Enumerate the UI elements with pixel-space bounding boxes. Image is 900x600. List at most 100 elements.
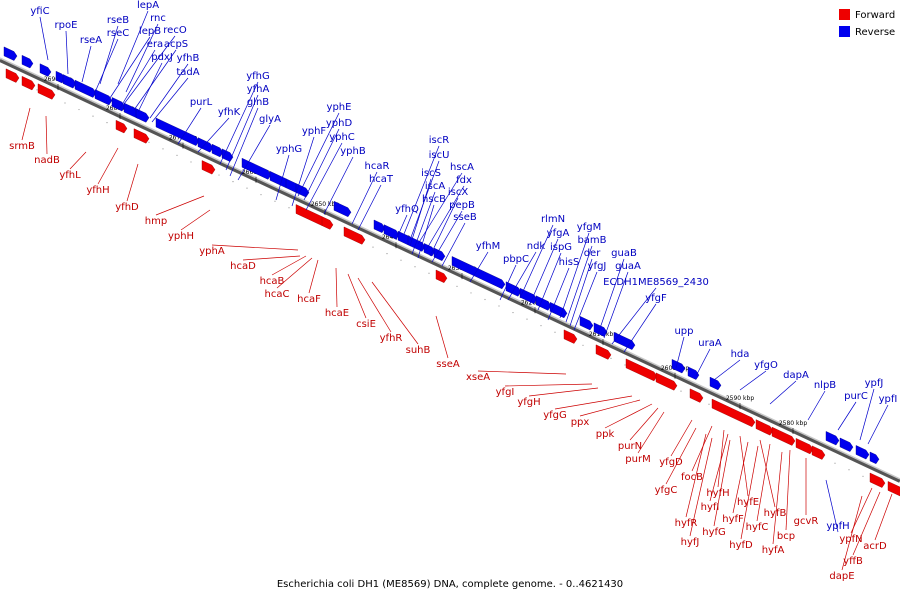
- reverse-leader-line: [573, 271, 598, 331]
- reverse-gene-label: hda: [731, 349, 750, 360]
- legend-forward-label: Forward: [855, 10, 895, 21]
- forward-gene-label: hyfE: [737, 497, 759, 508]
- reverse-gene-label: iscU: [429, 150, 450, 161]
- forward-gene-label: sseA: [436, 359, 460, 370]
- forward-gene-block: [435, 269, 448, 283]
- reverse-gene-block: [519, 287, 538, 305]
- forward-gene-block: [321, 216, 334, 230]
- reverse-leader-line: [351, 171, 378, 225]
- forward-leader-line: [850, 487, 873, 534]
- forward-gene-label: purN: [618, 441, 642, 452]
- forward-leader-line: [126, 163, 139, 202]
- forward-leader-line: [477, 370, 567, 375]
- reverse-gene-label: yfgM: [577, 222, 601, 233]
- reverse-gene-block: [3, 46, 18, 61]
- reverse-gene-label: rnc: [150, 13, 166, 24]
- forward-gene-label: hyfR: [675, 518, 698, 529]
- reverse-gene-label: recO: [163, 25, 187, 36]
- reverse-gene-label: acpS: [164, 39, 188, 50]
- reverse-gene-block: [869, 451, 880, 465]
- forward-leader-line: [670, 419, 693, 457]
- forward-gene-block: [37, 83, 56, 100]
- reverse-leader-line: [291, 136, 315, 207]
- forward-leader-line: [665, 427, 697, 485]
- axis-dot: [484, 298, 486, 301]
- reverse-leader-line: [739, 370, 767, 391]
- reverse-leader-line: [275, 154, 290, 201]
- forward-gene-label: hyfH: [706, 488, 729, 499]
- forward-gene-label: csiE: [356, 319, 376, 330]
- axis-dot: [246, 187, 248, 189]
- reverse-gene-label: yfiC: [30, 6, 49, 17]
- forward-leader-line: [435, 315, 449, 359]
- forward-gene-label: yfhR: [380, 333, 403, 344]
- reverse-gene-label: ECDH1ME8569_2430: [603, 277, 709, 288]
- forward-gene-block: [811, 445, 826, 460]
- reverse-leader-line: [547, 267, 570, 321]
- forward-gene-block: [133, 128, 150, 144]
- forward-leader-line: [852, 491, 881, 556]
- reverse-gene-block: [211, 143, 224, 158]
- reverse-leader-line: [425, 185, 465, 251]
- forward-gene-label: hcaF: [297, 294, 321, 305]
- forward-leader-line: [637, 411, 665, 454]
- reverse-gene-label: yphD: [326, 118, 353, 129]
- reverse-leader-line: [177, 107, 202, 145]
- reverse-leader-line: [499, 264, 517, 301]
- axis-dot: [400, 259, 402, 261]
- reverse-gene-label: sseB: [453, 212, 477, 223]
- forward-gene-label: ppx: [571, 417, 590, 428]
- forward-gene-label: hcaE: [325, 308, 349, 319]
- axis-dot: [624, 364, 626, 366]
- forward-gene-label: yfhL: [59, 170, 81, 181]
- axis-dot: [386, 253, 388, 255]
- reverse-leader-line: [109, 36, 151, 99]
- reverse-gene-label: guaB: [611, 248, 637, 259]
- reverse-leader-line: [237, 124, 271, 181]
- forward-leader-line: [772, 451, 783, 545]
- reverse-gene-label: yphF: [302, 126, 327, 137]
- forward-leader-line: [211, 244, 299, 251]
- reverse-gene-block: [373, 219, 386, 233]
- axis-dot: [526, 318, 528, 320]
- reverse-gene-label: nlpB: [814, 380, 836, 391]
- forward-gene-label: yfgC: [655, 485, 678, 496]
- forward-leader-line: [554, 395, 633, 410]
- forward-gene-label: yfhH: [86, 185, 109, 196]
- reverse-gene-label: rseC: [107, 28, 129, 39]
- forward-leader-line: [347, 273, 367, 319]
- reverse-leader-line: [713, 359, 741, 381]
- forward-gene-label: suhB: [406, 345, 431, 356]
- reverse-leader-line: [323, 156, 354, 215]
- forward-leader-line: [756, 443, 771, 522]
- reverse-leader-line: [529, 238, 559, 305]
- reverse-gene-label: purL: [190, 97, 213, 108]
- forward-gene-block: [21, 75, 36, 91]
- reverse-gene-label: uraA: [698, 338, 722, 349]
- genome-axis: [0, 57, 900, 483]
- forward-gene-label: srmB: [9, 141, 35, 152]
- reverse-gene-label: pbpC: [503, 254, 529, 265]
- forward-gene-label: dapE: [829, 571, 854, 582]
- axis-tick-label: 2620 kbp: [521, 299, 549, 306]
- forward-leader-line: [740, 445, 759, 540]
- reverse-leader-line: [469, 251, 489, 283]
- legend-forward-swatch: [839, 9, 850, 20]
- axis-dot: [78, 108, 80, 111]
- axis-dot: [610, 357, 612, 360]
- reverse-leader-line: [125, 23, 159, 93]
- forward-leader-line: [579, 399, 641, 417]
- reverse-gene-label: ypfJ: [865, 378, 884, 389]
- forward-gene-block: [869, 472, 886, 488]
- axis-dot: [582, 344, 584, 346]
- gene-features: [3, 46, 900, 497]
- reverse-gene-block: [333, 200, 352, 218]
- axis-dot: [680, 390, 682, 392]
- forward-gene-label: yphA: [199, 246, 225, 257]
- forward-leader-line: [717, 429, 725, 488]
- forward-gene-label: ppk: [596, 429, 615, 440]
- reverse-gene-block: [94, 89, 113, 106]
- axis-dot: [232, 180, 234, 183]
- reverse-gene-block: [241, 157, 272, 180]
